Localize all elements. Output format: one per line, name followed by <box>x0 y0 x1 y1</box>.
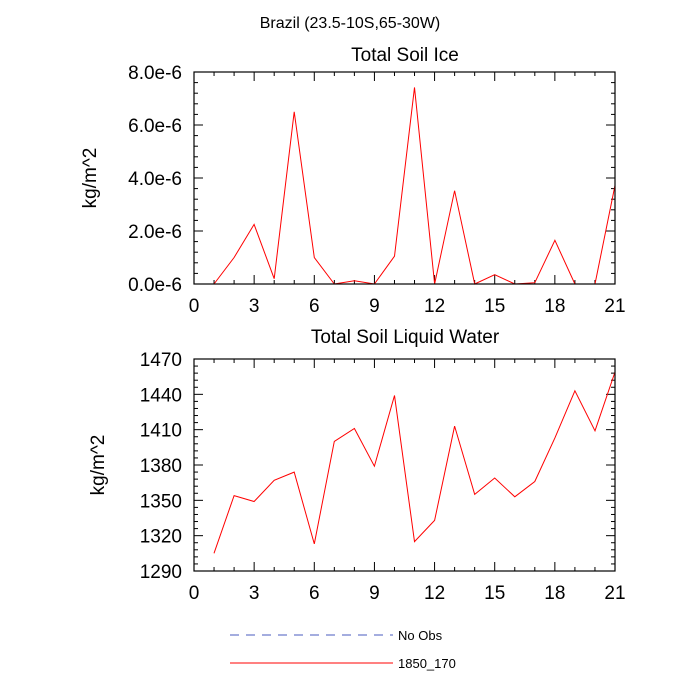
series-group <box>213 87 616 285</box>
y-axis-label-group: kg/m^2 <box>88 435 109 496</box>
series-group <box>213 371 616 554</box>
legend: No Obs 1850_170 <box>230 628 456 671</box>
legend-label-no-obs: No Obs <box>398 628 443 643</box>
plot-frame <box>193 358 616 572</box>
x-tick-label: 18 <box>544 296 565 317</box>
y-axis-label: kg/m^2 <box>88 435 109 496</box>
legend-label-1850-170: 1850_170 <box>398 656 456 671</box>
y-tick-label: 2.0e-6 <box>128 222 182 243</box>
panel-title: Total Soil Liquid Water <box>311 327 500 348</box>
x-tick-label: 0 <box>189 583 200 604</box>
x-tick-label: 15 <box>484 583 505 604</box>
axes-group: 0 3 6 9 12 15 18 21 0.0e-6 2.0e-6 4.0e-6 6.0e-6 8.0e… <box>128 63 625 317</box>
y-axis-label-group: kg/m^2 <box>80 148 101 209</box>
x-tick-label: 3 <box>249 583 260 604</box>
y-tick-label: 1380 <box>140 456 182 477</box>
x-tick-label: 9 <box>369 296 380 317</box>
x-tick-label: 3 <box>249 296 260 317</box>
y-tick-label: 1290 <box>140 562 182 583</box>
x-tick-label: 9 <box>369 583 380 604</box>
y-tick-label: 0.0e-6 <box>128 275 182 296</box>
x-tick-label: 6 <box>309 296 320 317</box>
panel-title: Total Soil Ice <box>351 45 459 66</box>
x-tick-label: 18 <box>544 583 565 604</box>
y-tick-label: 6.0e-6 <box>128 116 182 137</box>
plot-frame <box>193 71 616 285</box>
x-tick-label: 0 <box>189 296 200 317</box>
y-tick-label: 1410 <box>140 421 182 442</box>
panel-total-soil-liquid-water: Total Soil Liquid Water kg/m^2 0 3 6 9 12 15 1… <box>88 327 626 604</box>
y-tick-label: 1440 <box>140 385 182 406</box>
axes-group: 0 3 6 9 12 15 18 21 1290 1320 1350 1380 1410 1440 1470 <box>140 350 626 604</box>
x-tick-label: 12 <box>424 583 445 604</box>
x-tick-label: 12 <box>424 296 445 317</box>
x-tick-label: 21 <box>604 296 625 317</box>
y-axis-label: kg/m^2 <box>80 148 101 209</box>
y-tick-label: 1350 <box>140 491 182 512</box>
supertitle: Brazil (23.5-10S,65-30W) <box>260 15 441 32</box>
x-tick-label: 6 <box>309 583 320 604</box>
y-tick-label: 1320 <box>140 527 182 548</box>
y-tick-label: 8.0e-6 <box>128 63 182 84</box>
panel-total-soil-ice: Total Soil Ice kg/m^2 0 3 6 9 12 15 18 21 0.0e-6… <box>80 45 626 317</box>
y-tick-label: 4.0e-6 <box>128 169 182 190</box>
y-tick-label: 1470 <box>140 350 182 371</box>
series-line-1850-170 <box>213 87 616 285</box>
x-tick-label: 15 <box>484 296 505 317</box>
x-tick-label: 21 <box>604 583 625 604</box>
series-line-1850-170 <box>213 371 616 554</box>
